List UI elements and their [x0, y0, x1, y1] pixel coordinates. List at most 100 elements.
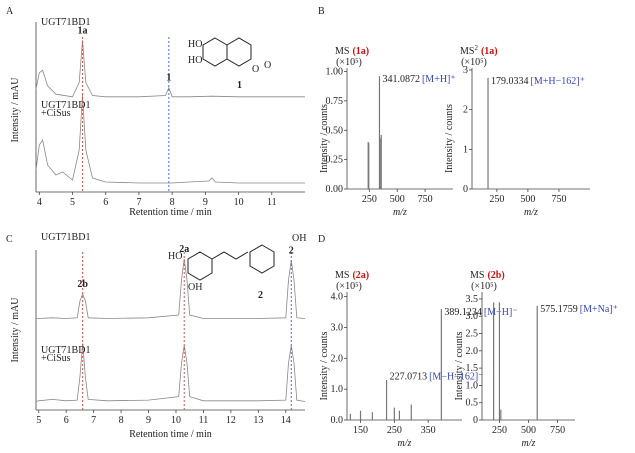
- multiplier: (×10⁵): [336, 281, 362, 292]
- annotation-ion: [M−H]⁻: [484, 307, 518, 318]
- y-tick-label: 4.0: [331, 292, 344, 303]
- x-tick-label: 500: [521, 425, 536, 436]
- x-tick-label: 250: [362, 194, 377, 205]
- y-tick-label: 3.5: [466, 294, 479, 305]
- x-tick-label: 5: [36, 415, 41, 426]
- x-axis-label: Retention time / min: [129, 207, 212, 218]
- multiplier: (×10⁵): [471, 281, 497, 292]
- trace: [35, 94, 305, 184]
- structure-atom: O: [252, 64, 259, 75]
- plot-title: MS2 (1a): [460, 44, 498, 57]
- x-tick-label: 7: [136, 197, 141, 208]
- structure-atom: OH: [292, 233, 306, 244]
- y-tick-label: 1.00: [326, 67, 344, 78]
- x-tick-label: 13: [253, 415, 263, 426]
- x-tick-label: 250: [492, 425, 507, 436]
- x-tick-label: 10: [171, 415, 181, 426]
- trace: [35, 343, 306, 402]
- title-compound: (1a): [481, 46, 498, 57]
- peak-label: 1: [166, 73, 171, 84]
- annotation-mz: 227.0713: [390, 372, 428, 383]
- annotation-ion: [M+H]⁺: [422, 74, 456, 85]
- y-tick-label: 3.0: [466, 311, 479, 322]
- multiplier: (×10⁵): [336, 57, 362, 68]
- panel-label: A: [6, 6, 14, 17]
- peak-label: 1a: [77, 25, 87, 36]
- panel-label: B: [318, 6, 325, 17]
- x-tick-label: 14: [281, 415, 291, 426]
- y-tick-label: 3.0: [331, 322, 344, 333]
- x-tick-label: 10: [234, 197, 244, 208]
- peak-annotation: 227.0713 [M−H−162]⁻: [390, 372, 484, 383]
- multiplier: (×10⁵): [461, 57, 487, 68]
- structure-number: 2: [258, 290, 263, 301]
- plot-title: MS (2b): [470, 270, 505, 281]
- structure-atom: HO: [188, 55, 202, 66]
- trace: [36, 258, 306, 319]
- structure-number: 1: [237, 80, 242, 91]
- x-tick-label: 350: [421, 425, 436, 436]
- trace-name: +CiSus: [41, 353, 71, 364]
- x-tick-label: 150: [353, 425, 368, 436]
- y-axis-label: Intensity / counts: [319, 104, 330, 173]
- plot-title: MS (1a): [335, 46, 369, 57]
- title-compound: (1a): [352, 46, 369, 57]
- y-tick-label: 1.0: [466, 380, 479, 391]
- y-axis-label: Intensity / counts: [444, 104, 455, 173]
- trace-name: UGT71BD1: [41, 232, 90, 243]
- peak-annotation: 341.0872 [M+H]⁺: [382, 74, 455, 85]
- title-text: MS: [335, 270, 349, 281]
- y-axis-label: Intensity / mAU: [10, 77, 21, 143]
- y-tick-label: 0.50: [326, 125, 344, 136]
- x-tick-label: 8: [119, 415, 124, 426]
- y-axis-label: Intensity / counts: [454, 331, 465, 400]
- x-axis-label: Retention time / min: [129, 429, 212, 440]
- peak-label: 2: [289, 245, 294, 256]
- annotation-mz: 575.1759: [540, 304, 578, 315]
- annotation-ion: [M+Na]⁺: [580, 304, 618, 315]
- plot-title: MS (2a): [335, 270, 369, 281]
- x-axis-label: m/z: [524, 207, 538, 218]
- x-tick-label: 250: [489, 194, 504, 205]
- x-axis-label: m/z: [393, 207, 407, 218]
- y-tick-label: 0.25: [326, 155, 344, 166]
- y-tick-label: 2.0: [466, 346, 479, 357]
- y-tick-label: 0: [473, 415, 478, 426]
- structure-atom: OH: [188, 282, 202, 293]
- structure-atom: HO: [188, 39, 202, 50]
- x-tick-label: 7: [91, 415, 96, 426]
- y-tick-label: 2: [463, 105, 468, 116]
- trace-name: UGT71BD1: [41, 17, 90, 28]
- x-tick-label: 4: [37, 197, 42, 208]
- x-tick-label: 500: [520, 194, 535, 205]
- panel-label: D: [318, 234, 325, 245]
- title-compound: (2a): [352, 270, 369, 281]
- x-tick-label: 11: [199, 415, 209, 426]
- x-tick-label: 250: [387, 425, 402, 436]
- structure-atom: HO: [168, 251, 182, 262]
- x-axis-label: m/z: [522, 438, 536, 449]
- x-tick-label: 6: [64, 415, 69, 426]
- y-tick-label: 1: [463, 144, 468, 155]
- peak-annotation: 389.1234 [M−H]⁻: [444, 307, 517, 318]
- title-text: MS: [335, 46, 349, 57]
- peak-label: 2a: [179, 244, 189, 255]
- y-tick-label: 0.75: [326, 96, 344, 107]
- y-tick-label: 1.5: [466, 363, 479, 374]
- x-tick-label: 500: [390, 194, 405, 205]
- x-tick-label: 8: [170, 197, 175, 208]
- peak-annotation: 179.0334 [M+H−162]⁺: [491, 76, 585, 87]
- title-text: MS: [460, 46, 474, 57]
- x-tick-label: 750: [550, 425, 565, 436]
- x-tick-label: 9: [146, 415, 151, 426]
- annotation-mz: 341.0872: [382, 74, 420, 85]
- annotation-ion: [M+H−162]⁺: [531, 76, 585, 87]
- trace-name: UGT71BD1: [41, 345, 90, 356]
- x-axis-label: m/z: [398, 438, 412, 449]
- structure-atom: O: [264, 60, 271, 71]
- annotation-ion: [M−H−162]⁻: [429, 372, 483, 383]
- y-axis-label: Intensity / mAU: [10, 297, 21, 363]
- y-axis-label: Intensity / counts: [319, 331, 330, 400]
- x-tick-label: 9: [203, 197, 208, 208]
